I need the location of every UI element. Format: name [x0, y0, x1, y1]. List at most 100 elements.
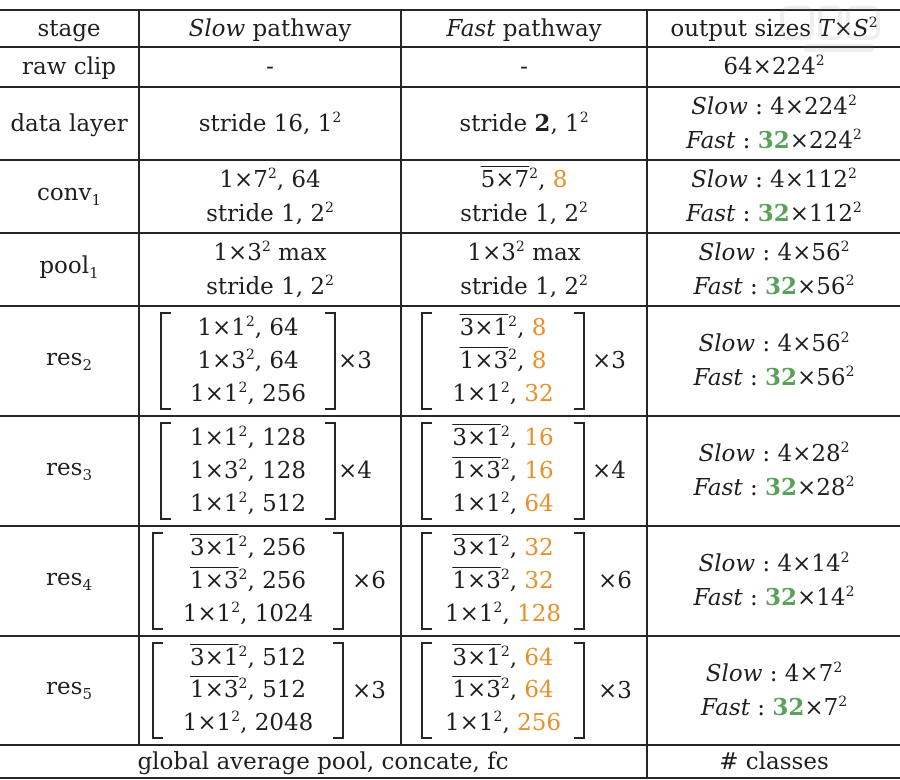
- text-segment: 1×1: [452, 380, 501, 407]
- superscript: 2: [529, 165, 539, 182]
- text-segment: 1×1: [197, 315, 246, 342]
- pathway-name: Fast: [700, 694, 750, 721]
- text-segment: :: [749, 694, 773, 721]
- superscript: 2: [840, 550, 850, 566]
- output-size: Fast : 32×1122: [686, 197, 862, 231]
- repeat-count: ×3: [592, 348, 626, 374]
- nondegenerate-kernel: 1×3: [190, 567, 239, 594]
- layer-spec: 1×12, 32: [452, 381, 553, 407]
- superscript: 2: [238, 676, 248, 693]
- fast-channels-value: 16: [524, 425, 554, 452]
- subscript: 1: [89, 264, 99, 282]
- text-segment: ×56: [797, 365, 846, 391]
- stage-label: res2: [46, 341, 92, 382]
- right-bracket: [325, 422, 336, 520]
- pathway-name: Slow: [705, 660, 763, 687]
- bold-value: 2: [534, 109, 551, 137]
- right-bracket: [333, 532, 344, 630]
- rule-raw-clip: [0, 86, 900, 88]
- superscript: 2: [838, 693, 848, 710]
- output-size-cell: Slow : 4×142 Fast : 32×142: [648, 527, 900, 635]
- text-segment: 1×3: [197, 347, 246, 374]
- superscript: 2: [852, 126, 862, 143]
- stage-label: raw clip: [22, 50, 116, 84]
- layer-spec: 1×32, 8: [460, 348, 547, 374]
- fast-block-lines: 3×12, 16 1×32, 16 1×12, 64: [433, 422, 573, 520]
- text-segment: stride 1, 2: [206, 200, 325, 227]
- layer-spec: stride 1, 22: [460, 197, 588, 231]
- nondegenerate-kernel: 3×1: [452, 535, 501, 562]
- layer-spec: 1×12, 64: [452, 491, 553, 517]
- right-bracket: [574, 422, 585, 520]
- fast-pathway-cell: 5×72, 8 stride 1, 22: [402, 161, 646, 232]
- pathway-name: Slow: [698, 551, 756, 577]
- text-segment: , 128: [247, 457, 306, 484]
- superscript: 2: [500, 566, 510, 583]
- nondegenerate-kernel: 3×1: [459, 315, 509, 342]
- superscript: 2: [493, 708, 503, 725]
- text-segment: : 4×7: [762, 660, 834, 687]
- text-segment: :: [742, 585, 766, 611]
- text-segment: data layer: [10, 110, 128, 137]
- header-output-S: S: [852, 15, 869, 42]
- superscript: 2: [845, 584, 855, 600]
- text-segment: ,: [509, 490, 525, 517]
- layer-spec: 3×12, 256: [190, 535, 306, 561]
- layer-spec: 1×12, 128: [190, 425, 306, 451]
- layer-spec: 1×32, 256: [190, 568, 306, 594]
- header-fast-rest: pathway: [495, 15, 602, 42]
- rule-conv1: [0, 232, 900, 234]
- output-size: Slow : 4×72: [706, 657, 843, 691]
- pathway-name: Slow: [698, 331, 756, 357]
- text-segment: 1×1: [445, 600, 494, 627]
- superscript: 2: [840, 330, 850, 346]
- text-segment: : 4×56: [755, 331, 841, 357]
- text-segment: , 2048: [240, 709, 314, 736]
- fast-frames-value: 32: [757, 126, 790, 154]
- fast-channels-value: 64: [524, 677, 554, 704]
- fast-block-lines: 3×12, 32 1×32, 32 1×12, 128: [433, 532, 573, 630]
- text-segment: 1×1: [190, 490, 239, 517]
- layer-spec: 1×12, 2048: [183, 710, 314, 736]
- fast-channels-value: 32: [524, 567, 554, 594]
- text-segment: ×7: [804, 694, 839, 721]
- pathway-name: Slow: [698, 239, 756, 266]
- superscript: 2: [500, 489, 510, 506]
- output-size: Slow : 4×142: [698, 547, 849, 581]
- superscript: 2: [500, 424, 510, 441]
- slow-pathway-cell: 1×32 max stride 1, 22: [140, 234, 400, 305]
- fast-pathway-cell: stride 2, 12: [402, 88, 646, 159]
- fast-channels-value: 8: [552, 166, 568, 193]
- slow-pathway-block: 1×12, 128 1×32, 128 1×12, 512: [160, 422, 336, 520]
- rule-top: [0, 9, 900, 11]
- superscript: 2: [238, 489, 248, 506]
- slow-pathway-cell: 1×72, 64 stride 1, 22: [140, 161, 400, 232]
- stage-cell: res5: [0, 637, 138, 744]
- layer-spec: 1×12, 512: [190, 491, 306, 517]
- superscript: 2: [579, 109, 589, 126]
- pathway-name: Fast: [686, 127, 736, 154]
- pathway-name: Fast: [693, 475, 743, 501]
- pathway-name: Fast: [686, 200, 736, 227]
- layer-spec: 3×12, 64: [452, 645, 553, 671]
- header-slow-rest: pathway: [245, 15, 352, 42]
- superscript: 2: [847, 92, 857, 109]
- fast-pathway-cell: -: [402, 48, 646, 86]
- layer-spec: 1×12, 1024: [183, 601, 314, 627]
- text-segment: , 64: [254, 315, 299, 342]
- text-segment: , 64: [276, 166, 321, 193]
- layer-spec: 1×12, 256: [190, 381, 306, 407]
- text-segment: 1×1: [182, 709, 232, 736]
- output-size-cell: Slow : 4×72 Fast : 32×72: [648, 637, 900, 744]
- superscript: 2: [852, 199, 862, 216]
- text-segment: pool: [39, 253, 90, 279]
- output-size: 64×2242: [723, 50, 824, 84]
- rule-data-layer: [0, 159, 900, 161]
- text-segment: ,: [538, 166, 553, 193]
- pathway-name: Fast: [693, 273, 743, 300]
- output-size: Slow : 4×282: [698, 437, 849, 471]
- stage-cell: res2: [0, 307, 138, 415]
- text-segment: 1×1: [190, 425, 239, 452]
- text-segment: res: [46, 454, 83, 481]
- output-size: Slow : 4×562: [698, 327, 849, 361]
